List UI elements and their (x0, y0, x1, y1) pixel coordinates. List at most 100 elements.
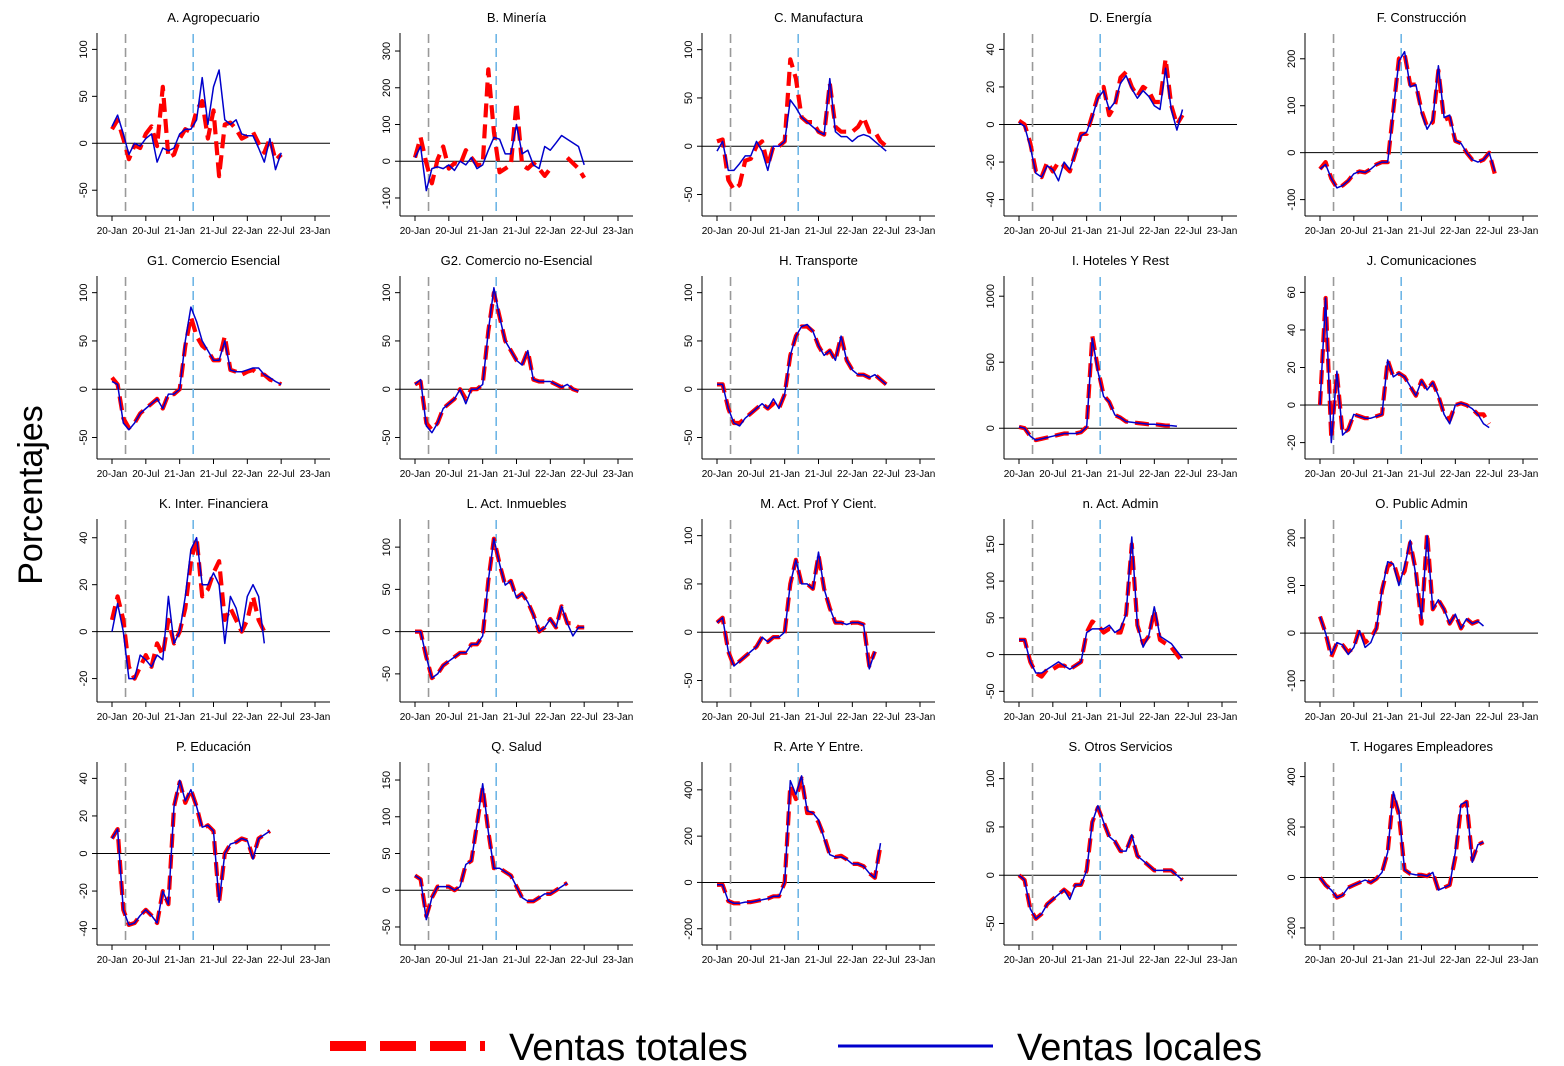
x-tick-label: 21-Jan (1071, 955, 1102, 966)
x-tick-label: 21-Jul (503, 955, 530, 966)
x-tick-label: 23-Jan (1207, 712, 1238, 723)
y-tick-label: 0 (78, 850, 90, 856)
panel-title: n. Act. Admin (1083, 496, 1159, 511)
y-tick-label: -100 (381, 187, 393, 209)
series-line-ventas-locales (716, 77, 887, 172)
y-tick-label: 100 (683, 283, 695, 301)
x-tick-label: 22-Jan (535, 955, 566, 966)
x-tick-label: 20-Jul (1340, 712, 1367, 723)
x-tick-label: 22-Jul (873, 955, 900, 966)
panel-grid: A. Agropecuario -50 0 50 100 20-Jan 20-Jul 21-J… (78, 10, 1538, 966)
x-tick-label: 23-Jan (1207, 955, 1238, 966)
y-tick-label: 20 (78, 810, 90, 822)
x-tick-label: 21-Jan (769, 469, 800, 480)
panel-title: H. Transporte (779, 253, 858, 268)
x-tick-label: 23-Jan (603, 712, 634, 723)
y-tick-label: 100 (683, 526, 695, 544)
x-tick-label: 22-Jul (1175, 712, 1202, 723)
y-tick-label: -20 (1286, 435, 1298, 451)
panel-8: I. Hoteles Y Rest 0 500 1000 20-Jan 20-Jul 21-… (985, 253, 1237, 480)
y-tick-label: 50 (985, 612, 997, 624)
y-tick-label: 0 (381, 158, 393, 164)
panel-19: T. Hogares Empleadores -200 0 200 400 20-Jan 2… (1286, 739, 1538, 966)
x-tick-label: 20-Jan (400, 469, 431, 480)
x-tick-label: 22-Jul (873, 226, 900, 237)
x-tick-label: 21-Jul (503, 712, 530, 723)
y-tick-label: -20 (78, 883, 90, 899)
y-tick-label: -20 (78, 671, 90, 687)
panel-13: n. Act. Admin -50 0 50 100 150 20-Jan 20-Jul 21-… (985, 496, 1237, 723)
x-tick-label: 21-Jul (200, 226, 227, 237)
x-tick-label: 21-Jan (1372, 469, 1403, 480)
series-line-ventas-locales (414, 782, 568, 921)
y-tick-label: 20 (1286, 361, 1298, 373)
y-tick-label: -20 (985, 154, 997, 170)
x-tick-label: 20-Jul (737, 469, 764, 480)
x-tick-label: 23-Jan (1508, 469, 1539, 480)
y-tick-label: 100 (1286, 576, 1298, 594)
y-tick-label: 100 (381, 538, 393, 556)
x-tick-label: 21-Jul (1107, 712, 1134, 723)
y-tick-label: 50 (683, 92, 695, 104)
panel-title: D. Energía (1089, 10, 1152, 25)
x-tick-label: 21-Jan (164, 955, 195, 966)
x-tick-label: 22-Jan (1440, 469, 1471, 480)
panel-title: G2. Comercio no-Esencial (441, 253, 593, 268)
x-tick-label: 20-Jan (702, 226, 733, 237)
y-tick-label: -50 (78, 430, 90, 446)
panel-title: T. Hogares Empleadores (1350, 739, 1494, 754)
y-tick-label: 0 (683, 386, 695, 392)
y-axis-label: Porcentajes (12, 405, 50, 585)
x-tick-label: 20-Jul (132, 226, 159, 237)
x-tick-label: 22-Jul (1476, 955, 1503, 966)
y-tick-label: -50 (683, 673, 695, 689)
panel-title: A. Agropecuario (167, 10, 260, 25)
x-tick-label: 22-Jul (571, 226, 598, 237)
x-tick-label: 21-Jul (1107, 226, 1134, 237)
y-tick-label: 0 (683, 879, 695, 885)
y-tick-label: 40 (1286, 324, 1298, 336)
x-tick-label: 21-Jan (1071, 469, 1102, 480)
panel-7: H. Transporte -50 0 50 100 20-Jan 20-Jul 21-Jan… (683, 253, 935, 480)
x-tick-label: 20-Jan (1004, 955, 1035, 966)
x-tick-label: 22-Jan (837, 226, 868, 237)
x-tick-label: 20-Jul (1340, 469, 1367, 480)
x-tick-label: 20-Jan (1305, 955, 1336, 966)
series-line-ventas-locales (111, 536, 266, 680)
x-tick-label: 22-Jan (1139, 955, 1170, 966)
series-line-ventas-locales (1018, 337, 1177, 441)
x-tick-label: 22-Jul (571, 712, 598, 723)
y-tick-label: 100 (381, 808, 393, 826)
panel-title: F. Construcción (1377, 10, 1467, 25)
series-line-ventas-locales (1019, 536, 1184, 674)
y-tick-label: 60 (1286, 286, 1298, 298)
y-tick-label: 0 (381, 629, 393, 635)
x-tick-label: 23-Jan (603, 469, 634, 480)
y-tick-label: 20 (78, 579, 90, 591)
x-tick-label: 21-Jan (467, 712, 498, 723)
x-tick-label: 20-Jul (1039, 712, 1066, 723)
x-tick-label: 22-Jan (535, 226, 566, 237)
y-tick-label: 400 (683, 781, 695, 799)
x-tick-label: 20-Jul (132, 469, 159, 480)
x-tick-label: 22-Jul (571, 955, 598, 966)
panel-4: F. Construcción -100 0 100 200 20-Jan 20-Jul 21… (1286, 10, 1538, 237)
x-tick-label: 20-Jul (435, 226, 462, 237)
y-tick-label: -200 (683, 918, 695, 940)
y-tick-label: 100 (985, 769, 997, 787)
panel-title: P. Educación (176, 739, 251, 754)
x-tick-label: 21-Jul (1408, 469, 1435, 480)
x-tick-label: 20-Jan (702, 469, 733, 480)
x-tick-label: 20-Jan (702, 712, 733, 723)
x-tick-label: 22-Jan (232, 226, 263, 237)
x-tick-label: 23-Jan (1207, 226, 1238, 237)
y-tick-label: 1000 (985, 284, 997, 308)
y-tick-label: -50 (985, 916, 997, 932)
x-tick-label: 21-Jan (164, 226, 195, 237)
panel-title: R. Arte Y Entre. (774, 739, 864, 754)
y-tick-label: 200 (683, 827, 695, 845)
y-tick-label: 200 (1286, 818, 1298, 836)
x-tick-label: 22-Jan (837, 469, 868, 480)
x-tick-label: 20-Jan (1305, 226, 1336, 237)
x-tick-label: 21-Jul (503, 469, 530, 480)
